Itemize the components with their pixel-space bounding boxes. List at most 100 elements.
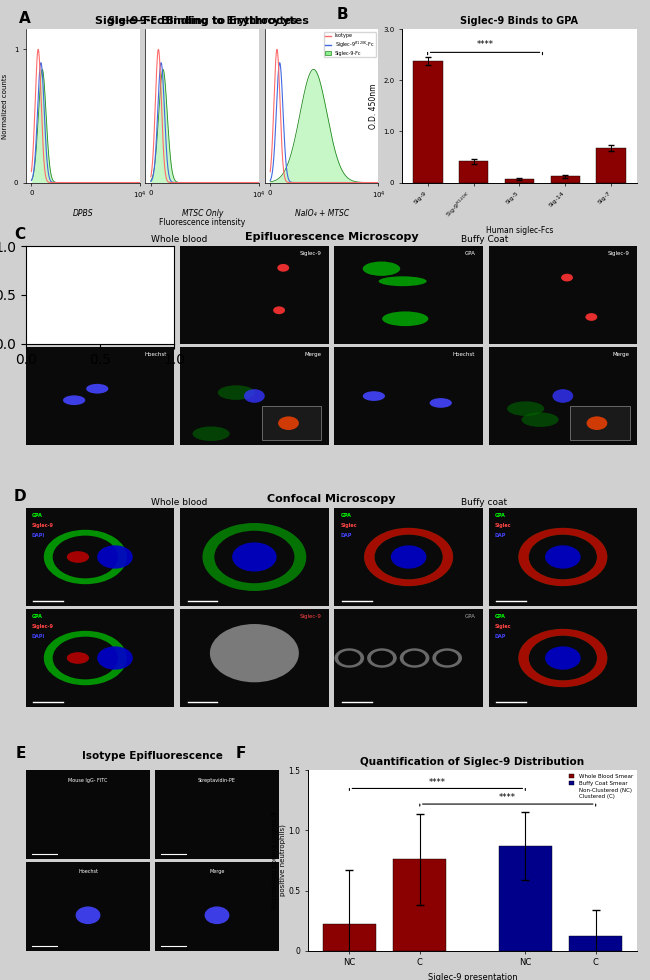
- Text: D: D: [14, 489, 27, 505]
- Title: Sigle-9-Fc Binding to Erythrocytes: Sigle-9-Fc Binding to Erythrocytes: [108, 16, 296, 25]
- Text: GPA: GPA: [495, 514, 506, 518]
- Text: DAP: DAP: [341, 533, 352, 538]
- Bar: [551, 176, 580, 182]
- X-axis label: Siglec-9 presentation: Siglec-9 presentation: [428, 973, 517, 980]
- Ellipse shape: [63, 395, 85, 405]
- Text: E: E: [16, 747, 26, 761]
- Text: ****: ****: [429, 778, 446, 787]
- Text: Buffy coat: Buffy coat: [462, 499, 507, 508]
- Circle shape: [545, 647, 580, 669]
- Text: Streptavidin-PE: Streptavidin-PE: [198, 777, 236, 782]
- Bar: [597, 148, 627, 182]
- Circle shape: [205, 906, 229, 924]
- Ellipse shape: [78, 276, 118, 294]
- Text: Epifluorescence Microscopy: Epifluorescence Microscopy: [244, 232, 419, 242]
- Ellipse shape: [67, 652, 89, 663]
- Text: DAP: DAP: [495, 533, 506, 538]
- Text: DPBS: DPBS: [73, 209, 93, 219]
- Circle shape: [98, 647, 133, 669]
- Text: Siglec-9: Siglec-9: [608, 251, 630, 256]
- Text: Siglec: Siglec: [495, 523, 511, 528]
- Text: Hoechst: Hoechst: [144, 352, 167, 358]
- Text: C: C: [14, 227, 25, 242]
- Text: Whole blood: Whole blood: [151, 499, 207, 508]
- Text: Merge: Merge: [304, 352, 321, 358]
- Title: Siglec-9 Binds to GPA: Siglec-9 Binds to GPA: [460, 16, 578, 25]
- Text: GPA: GPA: [465, 251, 475, 256]
- Text: B: B: [336, 7, 348, 22]
- Text: GPA: GPA: [495, 614, 506, 619]
- Ellipse shape: [507, 402, 544, 416]
- Ellipse shape: [382, 312, 428, 326]
- Text: DAPI: DAPI: [32, 533, 46, 538]
- Text: DAPI: DAPI: [32, 634, 46, 639]
- Y-axis label: O.D. 450nm: O.D. 450nm: [369, 83, 378, 128]
- Bar: [323, 924, 376, 951]
- Text: Siglec: Siglec: [341, 523, 357, 528]
- Text: Hoechst: Hoechst: [78, 869, 98, 874]
- Text: MTSC Only: MTSC Only: [181, 209, 223, 219]
- X-axis label: Human siglec-Fcs: Human siglec-Fcs: [486, 226, 553, 235]
- Text: Hoechst: Hoechst: [453, 352, 475, 358]
- Ellipse shape: [67, 551, 89, 563]
- Bar: [459, 161, 489, 182]
- Text: ****: ****: [499, 794, 516, 803]
- Circle shape: [244, 389, 265, 403]
- Text: ****: ****: [476, 40, 493, 49]
- Bar: [569, 936, 622, 951]
- Text: GPA: GPA: [32, 514, 43, 518]
- Text: Siglec-9: Siglec-9: [299, 251, 321, 256]
- Legend: Whole Blood Smear, Buffy Coat Smear, Non-Clustered (NC), Clustered (C): Whole Blood Smear, Buffy Coat Smear, Non…: [567, 773, 634, 801]
- Circle shape: [545, 545, 580, 568]
- X-axis label: Fluorescence intensity: Fluorescence intensity: [159, 219, 245, 227]
- Ellipse shape: [218, 385, 255, 400]
- Text: DAP: DAP: [495, 634, 506, 639]
- FancyBboxPatch shape: [570, 406, 630, 440]
- Circle shape: [586, 313, 597, 320]
- Text: GPA: GPA: [465, 614, 475, 619]
- Circle shape: [210, 624, 299, 682]
- Circle shape: [75, 906, 100, 924]
- Text: Whole blood: Whole blood: [151, 235, 207, 244]
- Bar: [393, 859, 446, 951]
- Circle shape: [278, 416, 299, 430]
- Text: NaIO₄ + MTSC: NaIO₄ + MTSC: [294, 209, 349, 219]
- Circle shape: [391, 545, 426, 568]
- Circle shape: [552, 389, 573, 403]
- Circle shape: [561, 273, 573, 281]
- Text: GPA: GPA: [341, 514, 351, 518]
- Circle shape: [98, 545, 133, 568]
- FancyBboxPatch shape: [262, 406, 321, 440]
- Text: Merge: Merge: [209, 869, 225, 874]
- Circle shape: [273, 307, 285, 315]
- Text: A: A: [19, 12, 31, 26]
- Text: Buffy Coat: Buffy Coat: [461, 235, 508, 244]
- Text: Isotype Epifluorescence: Isotype Epifluorescence: [82, 752, 223, 761]
- Circle shape: [232, 542, 277, 571]
- Text: Sigle-9-Fc Binding to Erythrocytes: Sigle-9-Fc Binding to Erythrocytes: [96, 17, 309, 26]
- Circle shape: [278, 264, 289, 271]
- Ellipse shape: [430, 398, 452, 408]
- Ellipse shape: [192, 426, 229, 441]
- Ellipse shape: [67, 278, 103, 301]
- Bar: [413, 61, 443, 182]
- Text: F: F: [236, 747, 246, 761]
- Ellipse shape: [363, 262, 400, 276]
- Text: Mouse IgG- FITC: Mouse IgG- FITC: [68, 777, 108, 782]
- Text: GPA: GPA: [156, 251, 167, 256]
- Y-axis label: Normalized counts: Normalized counts: [3, 74, 8, 138]
- Y-axis label: Normalized counts (siglec-9
positive neutrophils): Normalized counts (siglec-9 positive neu…: [272, 811, 285, 909]
- Ellipse shape: [378, 276, 426, 286]
- Bar: [499, 846, 552, 951]
- Title: Quantification of Siglec-9 Distribution: Quantification of Siglec-9 Distribution: [361, 757, 584, 767]
- Text: Confocal Microscopy: Confocal Microscopy: [267, 495, 396, 505]
- Text: GPA: GPA: [32, 614, 43, 619]
- Text: Siglec-9: Siglec-9: [299, 614, 321, 619]
- Text: Merge: Merge: [612, 352, 630, 358]
- Bar: [504, 179, 534, 182]
- Ellipse shape: [118, 299, 164, 317]
- Circle shape: [586, 416, 607, 430]
- Text: Siglec: Siglec: [495, 624, 511, 629]
- Text: Siglec-9: Siglec-9: [32, 624, 54, 629]
- Ellipse shape: [521, 413, 558, 427]
